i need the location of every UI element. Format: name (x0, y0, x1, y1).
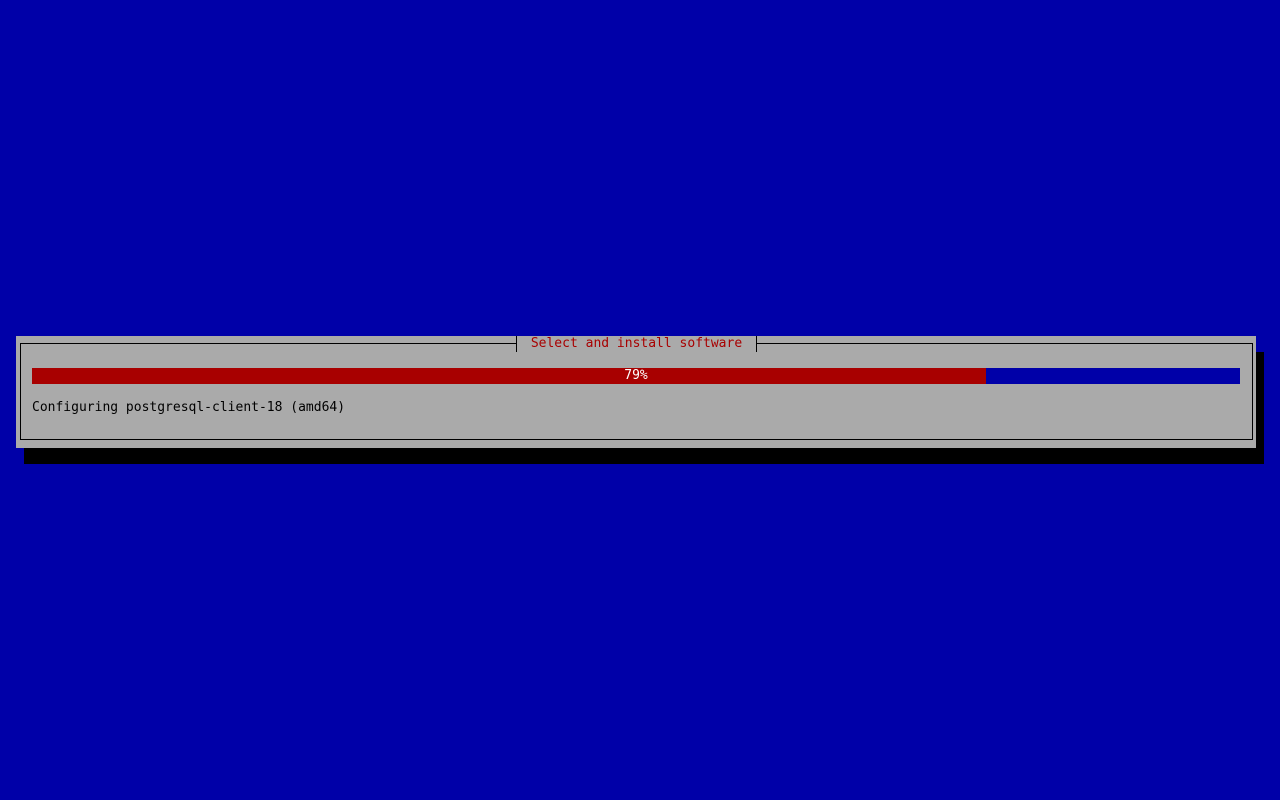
dialog-title: Select and install software (530, 336, 743, 351)
progress-dialog: Select and install software 79% Configur… (16, 336, 1256, 448)
progress-bar: 79% (32, 368, 1240, 384)
title-border-left (516, 336, 517, 352)
status-text: Configuring postgresql-client-18 (amd64) (32, 400, 346, 415)
title-border-right (756, 336, 757, 352)
progress-percent: 79% (624, 368, 648, 383)
dialog-frame (20, 343, 1253, 440)
dialog-title-bar: Select and install software (516, 336, 757, 352)
progress-fill (32, 368, 987, 384)
